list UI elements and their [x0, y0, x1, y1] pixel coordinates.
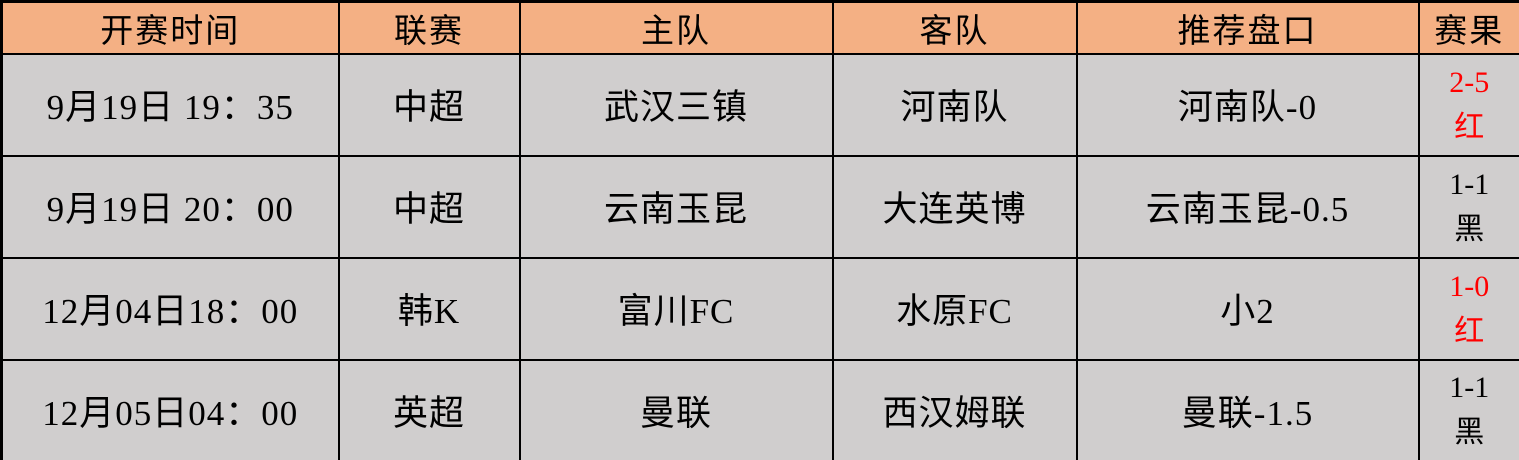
table-header: 开赛时间 联赛 主队 客队 推荐盘口 赛果: [0, 0, 1519, 55]
cell-home-team: 武汉三镇: [518, 52, 834, 157]
header-result: 赛果: [1417, 0, 1519, 55]
cell-handicap: 河南队-0: [1075, 52, 1420, 157]
result-score: 1-1: [1449, 167, 1490, 201]
result-score: 2-5: [1449, 65, 1490, 99]
header-home-team: 主队: [518, 0, 834, 55]
cell-league: 英超: [337, 358, 521, 460]
cell-kickoff-time: 9月19日 19：35: [0, 52, 340, 157]
result-score: 1-1: [1449, 371, 1490, 405]
table-row: 12月04日18：00 韩K 富川FC 水原FC 小2 1-0 红: [0, 256, 1519, 361]
cell-away-team: 水原FC: [831, 256, 1078, 361]
cell-home-team: 云南玉昆: [518, 154, 834, 259]
table-row: 9月19日 19：35 中超 武汉三镇 河南队 河南队-0 2-5 红: [0, 52, 1519, 157]
result-verdict: 黑: [1454, 416, 1485, 450]
cell-home-team: 富川FC: [518, 256, 834, 361]
cell-handicap: 小2: [1075, 256, 1420, 361]
cell-result: 1-1 黑: [1417, 358, 1519, 460]
cell-league: 韩K: [337, 256, 521, 361]
table-row: 9月19日 20：00 中超 云南玉昆 大连英博 云南玉昆-0.5 1-1 黑: [0, 154, 1519, 259]
result-verdict: 红: [1454, 314, 1485, 348]
header-recommended-handicap: 推荐盘口: [1075, 0, 1420, 55]
cell-result: 1-1 黑: [1417, 154, 1519, 259]
table-body: 9月19日 19：35 中超 武汉三镇 河南队 河南队-0 2-5 红 9月19…: [0, 52, 1519, 460]
cell-kickoff-time: 9月19日 20：00: [0, 154, 340, 259]
cell-away-team: 大连英博: [831, 154, 1078, 259]
cell-kickoff-time: 12月04日18：00: [0, 256, 340, 361]
cell-handicap: 云南玉昆-0.5: [1075, 154, 1420, 259]
result-score: 1-0: [1449, 269, 1490, 303]
cell-handicap: 曼联-1.5: [1075, 358, 1420, 460]
cell-result: 2-5 红: [1417, 52, 1519, 157]
table-row: 12月05日04：00 英超 曼联 西汉姆联 曼联-1.5 1-1 黑: [0, 358, 1519, 460]
header-kickoff-time: 开赛时间: [0, 0, 340, 55]
cell-league: 中超: [337, 154, 521, 259]
result-verdict: 黑: [1454, 212, 1485, 246]
cell-kickoff-time: 12月05日04：00: [0, 358, 340, 460]
cell-result: 1-0 红: [1417, 256, 1519, 361]
cell-away-team: 西汉姆联: [831, 358, 1078, 460]
result-verdict: 红: [1454, 110, 1485, 144]
cell-home-team: 曼联: [518, 358, 834, 460]
header-away-team: 客队: [831, 0, 1078, 55]
header-row: 开赛时间 联赛 主队 客队 推荐盘口 赛果: [0, 0, 1519, 55]
cell-league: 中超: [337, 52, 521, 157]
header-league: 联赛: [337, 0, 521, 55]
cell-away-team: 河南队: [831, 52, 1078, 157]
